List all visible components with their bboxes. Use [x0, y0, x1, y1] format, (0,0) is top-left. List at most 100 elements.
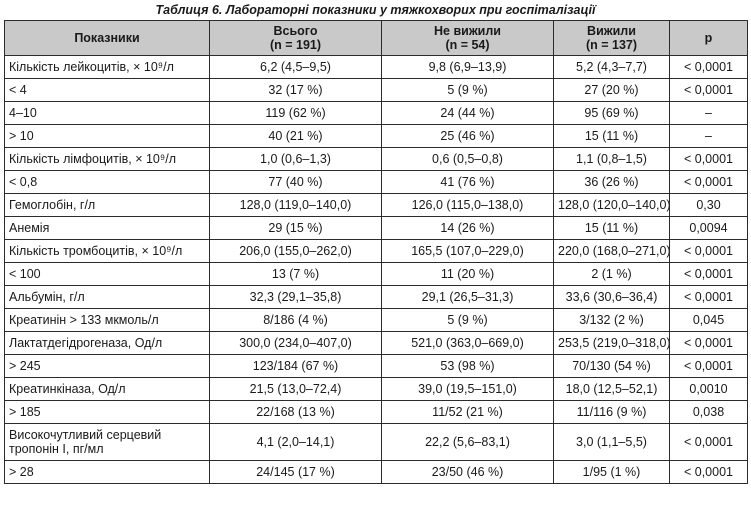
header-p-value: p — [669, 20, 748, 56]
table-row: Креатинін > 133 мкмоль/л 8/186 (4 %) 5 (9 … — [4, 308, 748, 332]
cell-died: 14 (26 %) — [381, 216, 554, 240]
cell-p-value: < 0,0001 — [669, 262, 748, 286]
cell-survived: 128,0 (120,0–140,0) — [553, 193, 670, 217]
cell-indicator: Альбумін, г/л — [4, 285, 210, 309]
cell-total: 128,0 (119,0–140,0) — [209, 193, 382, 217]
cell-survived: 33,6 (30,6–36,4) — [553, 285, 670, 309]
cell-p-value: 0,0010 — [669, 377, 748, 401]
cell-died: 11/52 (21 %) — [381, 400, 554, 424]
header-died: Не вижили (n = 54) — [381, 20, 554, 56]
cell-indicator: > 185 — [4, 400, 210, 424]
header-survived-n: (n = 137) — [585, 38, 638, 52]
cell-survived: 15 (11 %) — [553, 124, 670, 148]
header-died-title: Не вижили — [434, 24, 501, 38]
cell-indicator: Кількість лейкоцитів, × 10⁹/л — [4, 55, 210, 79]
cell-total: 206,0 (155,0–262,0) — [209, 239, 382, 263]
table-row: Альбумін, г/л 32,3 (29,1–35,8) 29,1 (26,5–… — [4, 285, 748, 309]
cell-p-value: < 0,0001 — [669, 423, 748, 461]
table-row: Гемоглобін, г/л 128,0 (119,0–140,0) 126,0 … — [4, 193, 748, 217]
cell-total: 1,0 (0,6–1,3) — [209, 147, 382, 171]
cell-indicator: Лактатдегідрогеназа, Од/л — [4, 331, 210, 355]
cell-p-value: < 0,0001 — [669, 331, 748, 355]
table-body: Кількість лейкоцитів, × 10⁹/л 6,2 (4,5–9,… — [4, 55, 748, 484]
cell-died: 29,1 (26,5–31,3) — [381, 285, 554, 309]
cell-p-value: < 0,0001 — [669, 239, 748, 263]
cell-died: 5 (9 %) — [381, 78, 554, 102]
table-row: Кількість лейкоцитів, × 10⁹/л 6,2 (4,5–9,… — [4, 55, 748, 79]
cell-survived: 95 (69 %) — [553, 101, 670, 125]
cell-died: 25 (46 %) — [381, 124, 554, 148]
cell-died: 521,0 (363,0–669,0) — [381, 331, 554, 355]
lab-results-table: Показники Всього (n = 191) Не вижили (n … — [4, 20, 748, 484]
cell-survived: 1/95 (1 %) — [553, 460, 670, 484]
table-row: Кількість лімфоцитів, × 10⁹/л 1,0 (0,6–1,… — [4, 147, 748, 171]
cell-total: 40 (21 %) — [209, 124, 382, 148]
header-total-n: (n = 191) — [269, 38, 322, 52]
header-survived: Вижили (n = 137) — [553, 20, 670, 56]
header-died-n: (n = 54) — [445, 38, 490, 52]
cell-survived: 36 (26 %) — [553, 170, 670, 194]
header-survived-title: Вижили — [587, 24, 636, 38]
table-row: Лактатдегідрогеназа, Од/л 300,0 (234,0–40… — [4, 331, 748, 355]
cell-indicator: < 4 — [4, 78, 210, 102]
cell-survived: 3,0 (1,1–5,5) — [553, 423, 670, 461]
cell-p-value: 0,045 — [669, 308, 748, 332]
cell-total: 123/184 (67 %) — [209, 354, 382, 378]
cell-p-value: 0,038 — [669, 400, 748, 424]
header-total-title: Всього — [273, 24, 318, 38]
table-row: > 245 123/184 (67 %) 53 (98 %) 70/130 (54 %… — [4, 354, 748, 378]
cell-indicator: < 0,8 — [4, 170, 210, 194]
cell-total: 22/168 (13 %) — [209, 400, 382, 424]
cell-died: 22,2 (5,6–83,1) — [381, 423, 554, 461]
cell-p-value: 0,30 — [669, 193, 748, 217]
cell-died: 0,6 (0,5–0,8) — [381, 147, 554, 171]
cell-survived: 3/132 (2 %) — [553, 308, 670, 332]
cell-indicator: > 245 — [4, 354, 210, 378]
cell-survived: 70/130 (54 %) — [553, 354, 670, 378]
cell-total: 77 (40 %) — [209, 170, 382, 194]
cell-died: 41 (76 %) — [381, 170, 554, 194]
table-row: > 10 40 (21 %) 25 (46 %) 15 (11 %) – — [4, 124, 748, 148]
cell-indicator: Анемія — [4, 216, 210, 240]
cell-survived: 27 (20 %) — [553, 78, 670, 102]
table-row: < 4 32 (17 %) 5 (9 %) 27 (20 %) < 0,0001 — [4, 78, 748, 102]
header-indicator: Показники — [4, 20, 210, 56]
cell-died: 11 (20 %) — [381, 262, 554, 286]
cell-p-value: < 0,0001 — [669, 285, 748, 309]
cell-p-value: 0,0094 — [669, 216, 748, 240]
table-row: 4–10 119 (62 %) 24 (44 %) 95 (69 %) – — [4, 101, 748, 125]
cell-died: 24 (44 %) — [381, 101, 554, 125]
cell-total: 29 (15 %) — [209, 216, 382, 240]
table-caption: Таблиця 6. Лабораторні показники у тяжко… — [155, 3, 596, 17]
cell-p-value: – — [669, 124, 748, 148]
header-total: Всього (n = 191) — [209, 20, 382, 56]
cell-total: 6,2 (4,5–9,5) — [209, 55, 382, 79]
cell-p-value: < 0,0001 — [669, 170, 748, 194]
cell-survived: 220,0 (168,0–271,0) — [553, 239, 670, 263]
table-row: Анемія 29 (15 %) 14 (26 %) 15 (11 %) 0,0094 — [4, 216, 748, 240]
header-row: Показники Всього (n = 191) Не вижили (n … — [4, 20, 748, 56]
cell-indicator: Кількість тромбоцитів, × 10⁹/л — [4, 239, 210, 263]
cell-total: 32,3 (29,1–35,8) — [209, 285, 382, 309]
cell-died: 165,5 (107,0–229,0) — [381, 239, 554, 263]
cell-p-value: < 0,0001 — [669, 147, 748, 171]
cell-survived: 2 (1 %) — [553, 262, 670, 286]
table-row: < 100 13 (7 %) 11 (20 %) 2 (1 %) < 0,0001 — [4, 262, 748, 286]
cell-indicator: < 100 — [4, 262, 210, 286]
cell-p-value: < 0,0001 — [669, 55, 748, 79]
cell-survived: 1,1 (0,8–1,5) — [553, 147, 670, 171]
cell-indicator: Креатинкіназа, Од/л — [4, 377, 210, 401]
cell-total: 119 (62 %) — [209, 101, 382, 125]
cell-indicator: 4–10 — [4, 101, 210, 125]
cell-indicator: > 28 — [4, 460, 210, 484]
table-row: Кількість тромбоцитів, × 10⁹/л 206,0 (155… — [4, 239, 748, 263]
cell-died: 126,0 (115,0–138,0) — [381, 193, 554, 217]
table-row: Креатинкіназа, Од/л 21,5 (13,0–72,4) 39,0 … — [4, 377, 748, 401]
table-row: > 185 22/168 (13 %) 11/52 (21 %) 11/116 (9 … — [4, 400, 748, 424]
cell-indicator: Гемоглобін, г/л — [4, 193, 210, 217]
table-row: < 0,8 77 (40 %) 41 (76 %) 36 (26 %) < 0,0001 — [4, 170, 748, 194]
cell-died: 53 (98 %) — [381, 354, 554, 378]
cell-indicator: > 10 — [4, 124, 210, 148]
cell-survived: 11/116 (9 %) — [553, 400, 670, 424]
table-row: > 28 24/145 (17 %) 23/50 (46 %) 1/95 (1 %) <… — [4, 460, 748, 484]
